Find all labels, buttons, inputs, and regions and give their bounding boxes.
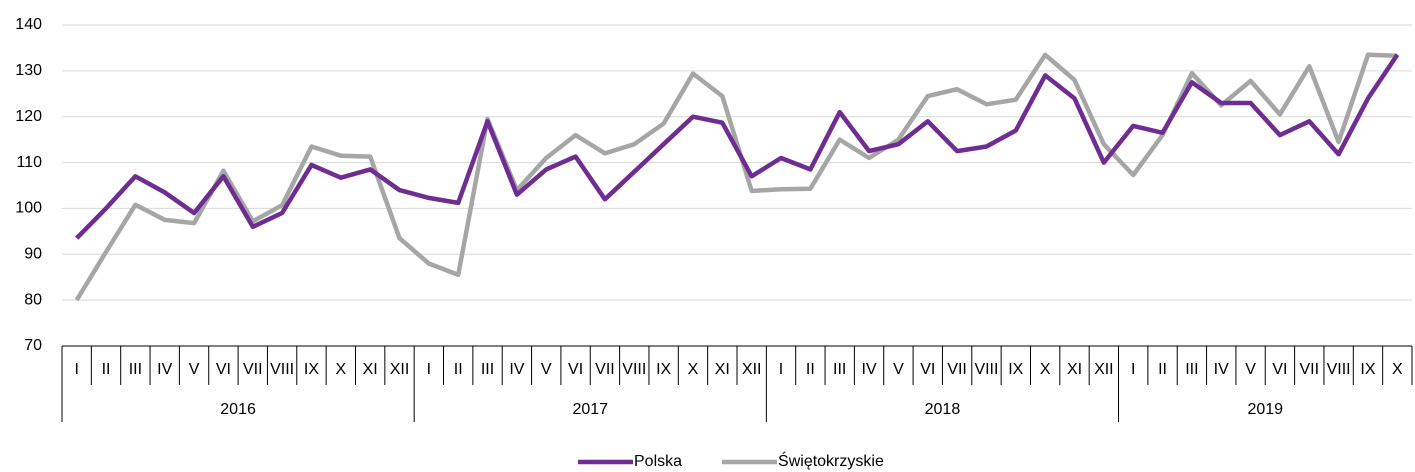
x-tick-label: VII [1300, 361, 1320, 378]
x-tick-label: VI [920, 361, 935, 378]
x-tick-label: V [893, 361, 904, 378]
x-tick-label: VII [947, 361, 967, 378]
x-tick-label: III [129, 361, 142, 378]
y-tick-label: 120 [15, 108, 42, 125]
y-tick-label: 140 [15, 16, 42, 33]
x-tick-label: IV [862, 361, 877, 378]
x-tick-label: II [454, 361, 463, 378]
x-tick-label: VIII [974, 361, 998, 378]
x-tick-label: VIII [270, 361, 294, 378]
x-tick-label: XII [1094, 361, 1114, 378]
x-tick-label: X [1392, 361, 1403, 378]
x-tick-label: VI [568, 361, 583, 378]
x-tick-label: VI [216, 361, 231, 378]
x-tick-label: VII [243, 361, 263, 378]
x-tick-label: IX [1008, 361, 1023, 378]
y-tick-label: 130 [15, 62, 42, 79]
x-tick-label: III [1185, 361, 1198, 378]
x-tick-label: IV [157, 361, 172, 378]
group-label: 2016 [220, 401, 256, 418]
x-tick-label: X [1040, 361, 1051, 378]
x-tick-label: IX [304, 361, 319, 378]
x-tick-label: XII [390, 361, 410, 378]
series-line [74, 52, 1398, 302]
y-tick-label: 110 [16, 154, 42, 171]
x-tick-label: XI [1067, 361, 1082, 378]
x-tick-label: I [427, 361, 431, 378]
group-label: 2019 [1247, 401, 1283, 418]
x-tick-label: IX [656, 361, 671, 378]
legend-label: Polska [634, 453, 682, 470]
legend-label: Świętokrzyskie [778, 451, 884, 470]
series-line [75, 53, 1400, 240]
x-tick-label: VIII [1327, 361, 1351, 378]
x-tick-label: X [335, 361, 346, 378]
x-tick-label: XI [715, 361, 730, 378]
x-tick-label: IV [1214, 361, 1229, 378]
x-tick-label: V [1245, 361, 1256, 378]
x-tick-label: VI [1272, 361, 1287, 378]
x-tick-label: IV [509, 361, 524, 378]
x-tick-label: II [1158, 361, 1167, 378]
y-tick-label: 80 [24, 291, 42, 308]
x-tick-label: IX [1360, 361, 1375, 378]
x-tick-label: V [541, 361, 552, 378]
x-tick-label: I [779, 361, 783, 378]
group-label: 2018 [925, 401, 961, 418]
x-tick-label: XI [363, 361, 378, 378]
x-tick-label: X [688, 361, 699, 378]
x-tick-label: I [74, 361, 78, 378]
y-tick-label: 70 [24, 337, 42, 354]
x-tick-label: II [102, 361, 111, 378]
group-label: 2017 [572, 401, 608, 418]
x-tick-label: V [189, 361, 200, 378]
y-tick-label: 100 [15, 200, 42, 217]
x-tick-label: VII [595, 361, 615, 378]
y-tick-label: 90 [24, 246, 42, 263]
x-tick-label: II [806, 361, 815, 378]
x-tick-label: I [1131, 361, 1135, 378]
x-tick-label: III [833, 361, 846, 378]
x-tick-label: III [481, 361, 494, 378]
x-tick-label: XII [742, 361, 762, 378]
x-tick-label: VIII [622, 361, 646, 378]
